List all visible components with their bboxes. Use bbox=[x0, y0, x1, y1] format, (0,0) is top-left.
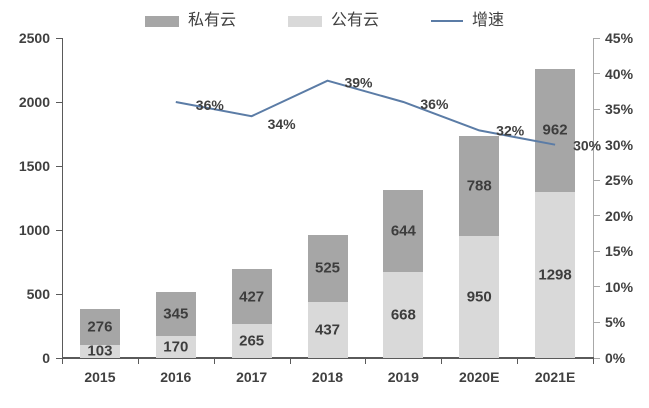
right-axis-tick-label: 20% bbox=[605, 207, 634, 224]
right-axis-tick-label: 0% bbox=[605, 350, 626, 366]
chart-legend: 私有云 公有云 增速 bbox=[0, 13, 649, 29]
bar-value-label: 276 bbox=[87, 318, 113, 336]
growth-rate-point-label: 34% bbox=[268, 116, 297, 132]
growth-rate-point-label: 36% bbox=[196, 97, 225, 113]
growth-rate-point-label: 30% bbox=[573, 138, 602, 154]
left-axis-tick bbox=[56, 229, 62, 231]
left-axis-tick-label: 2500 bbox=[18, 30, 50, 46]
public-cloud-swatch bbox=[287, 15, 322, 27]
right-axis-tick-label: 35% bbox=[605, 101, 634, 118]
x-axis-tick bbox=[213, 359, 215, 364]
x-axis-category-label: 2017 bbox=[236, 369, 268, 385]
bar-value-label: 668 bbox=[390, 306, 416, 324]
left-axis-tick bbox=[56, 37, 62, 39]
bar-segment-公有云-2018 bbox=[307, 302, 348, 358]
right-axis-tick-label: 10% bbox=[605, 278, 634, 295]
x-axis-category-label: 2019 bbox=[387, 369, 419, 385]
left-axis-tick bbox=[56, 101, 62, 103]
legend-item-public-cloud: 公有云 bbox=[287, 12, 379, 29]
x-axis-tick bbox=[517, 359, 519, 364]
right-axis-tick bbox=[594, 37, 600, 39]
right-axis-tick bbox=[594, 321, 600, 323]
legend-item-private-cloud: 私有云 bbox=[144, 12, 236, 29]
bar-segment-私有云-2016 bbox=[155, 292, 196, 337]
bar-segment-私有云-2018 bbox=[307, 234, 348, 303]
bar-segment-公有云-2020E bbox=[459, 236, 500, 358]
right-axis-tick bbox=[594, 108, 600, 110]
left-axis-tick-label: 2000 bbox=[18, 94, 50, 110]
bar-segment-私有云-2020E bbox=[459, 135, 500, 237]
right-axis-tick bbox=[594, 286, 600, 288]
bar-value-label: 788 bbox=[466, 177, 492, 195]
right-axis-tick bbox=[594, 179, 600, 181]
legend-label-growth-rate: 增速 bbox=[472, 12, 505, 29]
right-axis-tick bbox=[594, 73, 600, 75]
bar-value-label: 950 bbox=[466, 288, 492, 306]
x-axis-category-label: 2021E bbox=[534, 369, 576, 385]
right-axis-tick bbox=[594, 357, 600, 359]
right-axis-line bbox=[593, 38, 594, 358]
x-axis-tick bbox=[62, 359, 63, 364]
bar-value-label: 437 bbox=[314, 321, 341, 339]
x-axis-category-label: 2018 bbox=[311, 369, 344, 385]
right-axis-tick-label: 40% bbox=[605, 65, 634, 82]
private-cloud-swatch bbox=[144, 15, 179, 27]
left-axis-tick-label: 1500 bbox=[18, 158, 50, 174]
x-axis-line bbox=[62, 357, 594, 359]
bar-value-label: 103 bbox=[87, 342, 113, 360]
bar-segment-公有云-2019 bbox=[383, 272, 424, 358]
left-axis-tick bbox=[56, 357, 62, 359]
bar-segment-公有云-2015 bbox=[79, 344, 120, 358]
right-axis-tick-label: 25% bbox=[605, 172, 634, 189]
bar-segment-公有云-2016 bbox=[155, 336, 196, 358]
right-axis-tick-label: 30% bbox=[605, 136, 634, 153]
growth-rate-line-swatch bbox=[431, 20, 463, 22]
bar-value-label: 170 bbox=[163, 338, 189, 356]
bar-segment-公有云-2017 bbox=[231, 324, 272, 358]
bar-value-label: 1298 bbox=[538, 266, 572, 284]
x-axis-tick bbox=[441, 359, 443, 364]
bar-segment-公有云-2021E bbox=[535, 191, 576, 358]
legend-label-private-cloud: 私有云 bbox=[187, 12, 236, 29]
x-axis-tick bbox=[137, 359, 139, 364]
bar-segment-私有云-2015 bbox=[79, 309, 120, 345]
bar-value-label: 962 bbox=[542, 121, 568, 139]
legend-label-public-cloud: 公有云 bbox=[330, 12, 379, 29]
bar-segment-私有云-2017 bbox=[231, 269, 272, 325]
left-axis-tick-label: 0 bbox=[42, 350, 50, 366]
right-axis-tick-label: 15% bbox=[605, 243, 634, 260]
growth-rate-point-label: 32% bbox=[496, 122, 525, 138]
bar-value-label: 525 bbox=[314, 259, 341, 277]
bar-value-label: 345 bbox=[163, 305, 189, 323]
right-axis-tick bbox=[594, 215, 600, 217]
x-axis-tick bbox=[289, 359, 291, 364]
right-axis-tick bbox=[594, 144, 600, 146]
bar-segment-私有云-2019 bbox=[383, 190, 424, 273]
bar-value-label: 265 bbox=[239, 332, 265, 350]
x-axis-tick bbox=[593, 359, 594, 364]
x-axis-category-label: 2020E bbox=[458, 369, 500, 385]
legend-item-growth-rate: 增速 bbox=[431, 13, 504, 29]
x-axis-tick bbox=[365, 359, 367, 364]
growth-rate-point-label: 36% bbox=[420, 96, 449, 112]
right-axis-tick bbox=[594, 250, 600, 252]
left-axis-tick-label: 1000 bbox=[18, 222, 50, 238]
x-axis-category-label: 2015 bbox=[84, 369, 116, 385]
left-axis-tick-label: 500 bbox=[26, 286, 50, 302]
growth-rate-point-label: 39% bbox=[344, 75, 373, 91]
bar-value-label: 644 bbox=[390, 222, 416, 240]
bar-value-label: 427 bbox=[239, 288, 265, 306]
right-axis-tick-label: 45% bbox=[605, 30, 634, 46]
left-axis-tick bbox=[56, 293, 62, 295]
x-axis-category-label: 2016 bbox=[160, 369, 192, 385]
left-axis-tick bbox=[56, 165, 62, 167]
left-axis-line bbox=[62, 38, 63, 358]
right-axis-tick-label: 5% bbox=[605, 314, 626, 331]
